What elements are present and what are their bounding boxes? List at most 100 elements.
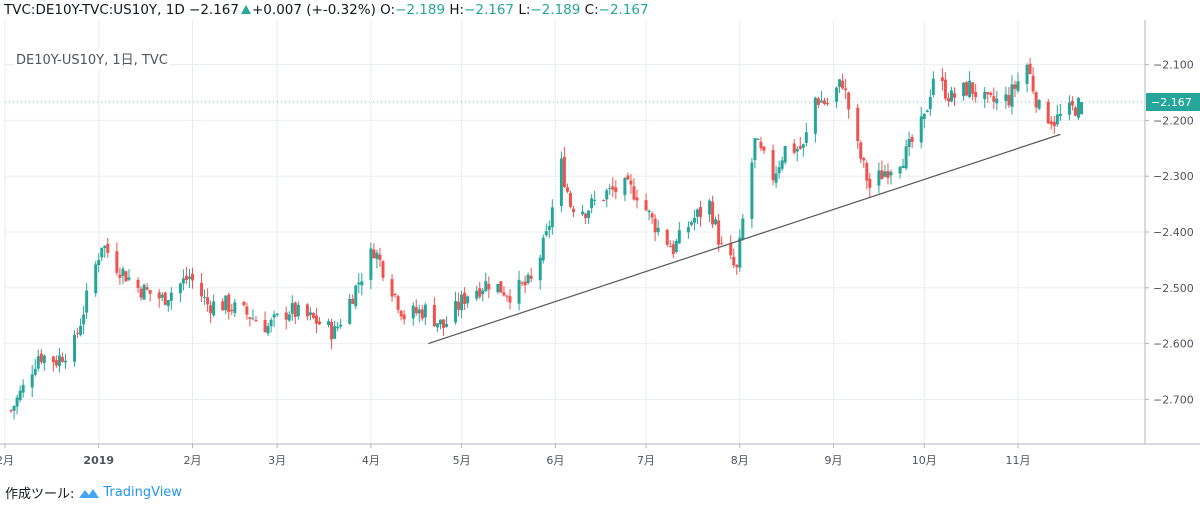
tradingview-brand-link[interactable]: TradingView — [103, 485, 182, 500]
candle — [904, 139, 908, 171]
candle-body — [825, 103, 829, 105]
candle — [269, 317, 273, 333]
candle — [819, 90, 823, 103]
candle — [847, 91, 851, 119]
candle — [423, 302, 427, 325]
candle-body — [115, 251, 119, 273]
candle — [962, 82, 966, 101]
candle-body — [629, 180, 633, 185]
candle-body — [1025, 64, 1029, 85]
candle-body — [1007, 95, 1011, 106]
candle-body — [478, 288, 482, 297]
candle-body — [305, 304, 309, 317]
candle-body — [317, 321, 321, 325]
x-tick-label: 6月 — [546, 454, 564, 467]
candle — [720, 236, 724, 245]
candle — [317, 317, 321, 325]
candle-body — [203, 296, 207, 298]
candle — [732, 248, 736, 269]
x-tick-label: 10月 — [912, 454, 937, 467]
candle-body — [1049, 121, 1053, 125]
candle-body — [581, 211, 585, 215]
candle-body — [1028, 63, 1032, 74]
candle-body — [847, 92, 851, 110]
candle — [166, 299, 170, 312]
candle-body — [308, 312, 312, 316]
candle-body — [901, 165, 905, 168]
candle — [136, 277, 140, 293]
candle-body — [886, 170, 890, 178]
x-tick-label: 11月 — [1005, 454, 1030, 467]
low-label: L: — [518, 2, 531, 18]
candle — [463, 287, 467, 310]
candle — [568, 190, 572, 209]
candle — [756, 137, 760, 141]
candle-body — [795, 148, 799, 152]
candle — [505, 294, 509, 302]
candle-body — [330, 321, 334, 340]
candle-body — [209, 305, 213, 314]
candle — [593, 190, 597, 206]
candle-body — [968, 80, 972, 97]
candle-body — [178, 283, 182, 294]
candle — [538, 254, 542, 290]
candle-body — [200, 282, 204, 297]
candle — [420, 305, 424, 321]
candle-body — [351, 298, 355, 304]
candlestick-chart[interactable]: −2.100 −2.200 −2.300 −2.400 −2.500 −2.600 −2.7… — [0, 20, 1200, 476]
candle — [245, 302, 249, 320]
candle — [1037, 98, 1041, 111]
candle-body — [82, 314, 86, 325]
y-tick-label: −2.100 — [1153, 59, 1194, 72]
candle — [227, 292, 231, 320]
candle — [632, 178, 636, 201]
candle-body — [1067, 102, 1071, 115]
candle — [360, 272, 364, 296]
candle-body — [184, 275, 188, 280]
candle — [940, 68, 944, 91]
candle — [82, 305, 86, 335]
candle — [432, 297, 436, 327]
candle-body — [526, 274, 530, 284]
candle-body — [269, 319, 273, 327]
candle-body — [1058, 113, 1062, 117]
candle — [224, 295, 228, 315]
candle — [251, 309, 255, 320]
candle-body — [813, 97, 817, 134]
candle — [381, 260, 385, 282]
candle-body — [290, 303, 294, 314]
candle-body — [889, 171, 893, 176]
y-tick-label: −2.300 — [1153, 170, 1194, 183]
candle — [629, 174, 633, 194]
candle-body — [1076, 98, 1080, 118]
candle — [665, 228, 669, 247]
candle — [1010, 75, 1014, 115]
candle-body — [287, 314, 291, 321]
candle — [42, 354, 46, 371]
chart-area[interactable]: −2.100 −2.200 −2.300 −2.400 −2.500 −2.600 −2.7… — [0, 20, 1200, 476]
candle-body — [965, 82, 969, 96]
candle-body — [910, 137, 914, 143]
candle — [57, 347, 61, 373]
candle — [263, 311, 267, 333]
candle — [1052, 115, 1056, 134]
price-change: +0.007 (+-0.32%) — [252, 2, 376, 18]
candle — [738, 229, 742, 272]
candle — [686, 221, 690, 239]
candle-body — [974, 92, 978, 97]
candle — [1076, 97, 1080, 120]
candle — [190, 267, 194, 289]
candle-body — [502, 292, 506, 296]
candle-body — [15, 397, 19, 407]
candle — [868, 173, 872, 198]
candle-body — [538, 257, 542, 281]
candle-body — [729, 243, 733, 256]
candle-body — [54, 360, 58, 366]
candle — [898, 165, 902, 179]
candle — [856, 103, 860, 149]
candle — [635, 189, 639, 209]
candle-body — [898, 167, 902, 174]
candle-body — [686, 227, 690, 233]
candle-body — [962, 82, 966, 97]
candle — [305, 303, 309, 321]
